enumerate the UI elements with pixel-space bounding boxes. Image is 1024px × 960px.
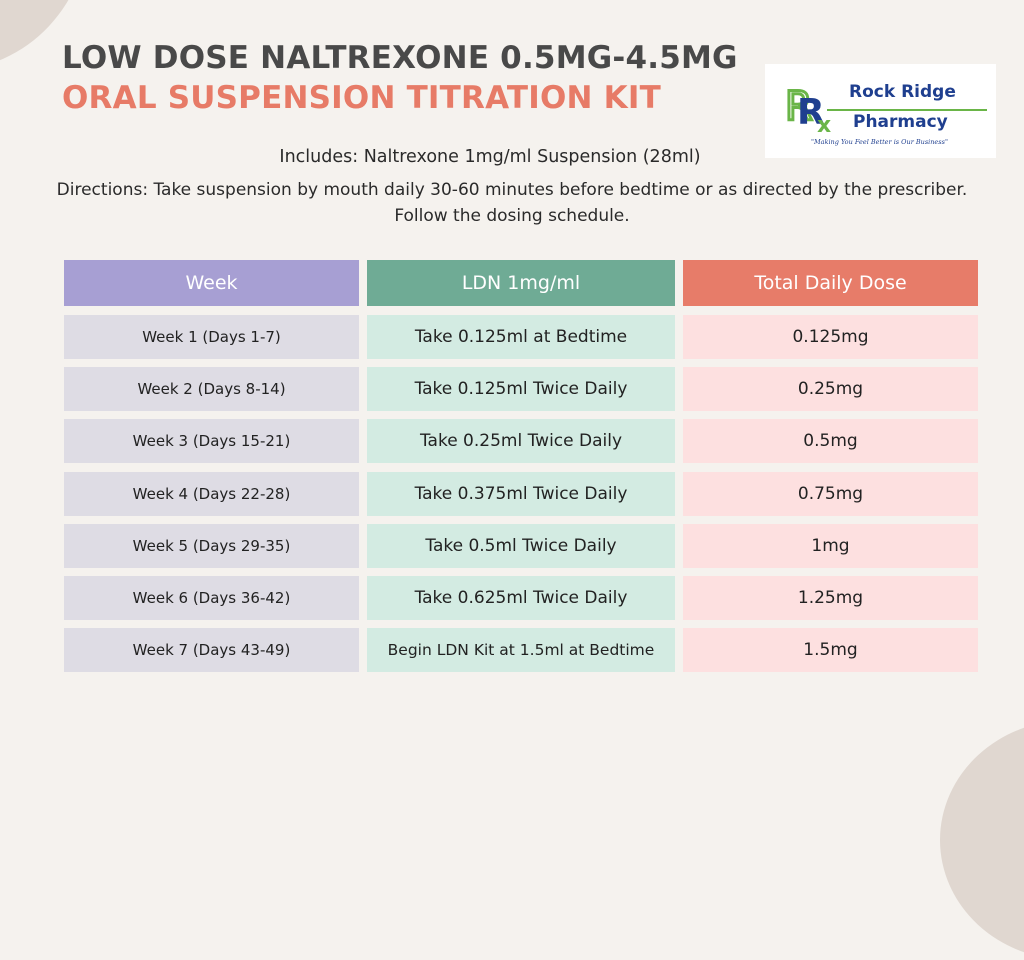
week-cell: Week 4 (Days 22-28) bbox=[64, 472, 359, 516]
directions-line-1: Directions: Take suspension by mouth dai… bbox=[56, 180, 968, 200]
ldn-cell: Begin LDN Kit at 1.5ml at Bedtime bbox=[367, 628, 675, 672]
logo-divider-line bbox=[827, 109, 987, 111]
dose-cell: 1mg bbox=[683, 524, 978, 568]
dose-cell: 1.5mg bbox=[683, 628, 978, 672]
week-cell: Week 3 (Days 15-21) bbox=[64, 419, 359, 463]
page-title-line-1: LOW DOSE NALTREXONE 0.5MG-4.5MG bbox=[62, 40, 738, 76]
ldn-cell: Take 0.5ml Twice Daily bbox=[367, 524, 675, 568]
pharmacy-logo: R R x Rock Ridge Pharmacy "Making You Fe… bbox=[765, 64, 996, 158]
ldn-cell: Take 0.625ml Twice Daily bbox=[367, 576, 675, 620]
svg-text:R: R bbox=[797, 92, 825, 133]
logo-name-line-1: Rock Ridge bbox=[849, 82, 956, 102]
ldn-cell: Take 0.125ml at Bedtime bbox=[367, 315, 675, 359]
week-cell: Week 2 (Days 8-14) bbox=[64, 367, 359, 411]
directions-line-2: Follow the dosing schedule. bbox=[394, 206, 630, 226]
week-cell: Week 5 (Days 29-35) bbox=[64, 524, 359, 568]
rrx-logo-icon: R R x bbox=[784, 83, 832, 135]
logo-tagline: "Making You Feel Better is Our Business" bbox=[811, 138, 948, 146]
directions-text: Directions: Take suspension by mouth dai… bbox=[0, 177, 1024, 229]
logo-name-line-2: Pharmacy bbox=[853, 112, 948, 132]
ldn-cell: Take 0.125ml Twice Daily bbox=[367, 367, 675, 411]
svg-text:R: R bbox=[785, 84, 813, 130]
includes-text: Includes: Naltrexone 1mg/ml Suspension (… bbox=[279, 147, 701, 167]
dose-cell: 0.25mg bbox=[683, 367, 978, 411]
ldn-cell: Take 0.375ml Twice Daily bbox=[367, 472, 675, 516]
ldn-cell: Take 0.25ml Twice Daily bbox=[367, 419, 675, 463]
dose-cell: 0.75mg bbox=[683, 472, 978, 516]
column-header-total-daily-dose: Total Daily Dose bbox=[683, 260, 978, 306]
svg-text:x: x bbox=[817, 113, 831, 134]
dose-cell: 1.25mg bbox=[683, 576, 978, 620]
dose-cell: 0.125mg bbox=[683, 315, 978, 359]
column-header-ldn: LDN 1mg/ml bbox=[367, 260, 675, 306]
page-title-line-2: ORAL SUSPENSION TITRATION KIT bbox=[62, 80, 661, 116]
week-cell: Week 1 (Days 1-7) bbox=[64, 315, 359, 359]
column-header-week: Week bbox=[64, 260, 359, 306]
week-cell: Week 7 (Days 43-49) bbox=[64, 628, 359, 672]
decorative-circle-bottom-right bbox=[940, 720, 1024, 960]
dose-cell: 0.5mg bbox=[683, 419, 978, 463]
week-cell: Week 6 (Days 36-42) bbox=[64, 576, 359, 620]
